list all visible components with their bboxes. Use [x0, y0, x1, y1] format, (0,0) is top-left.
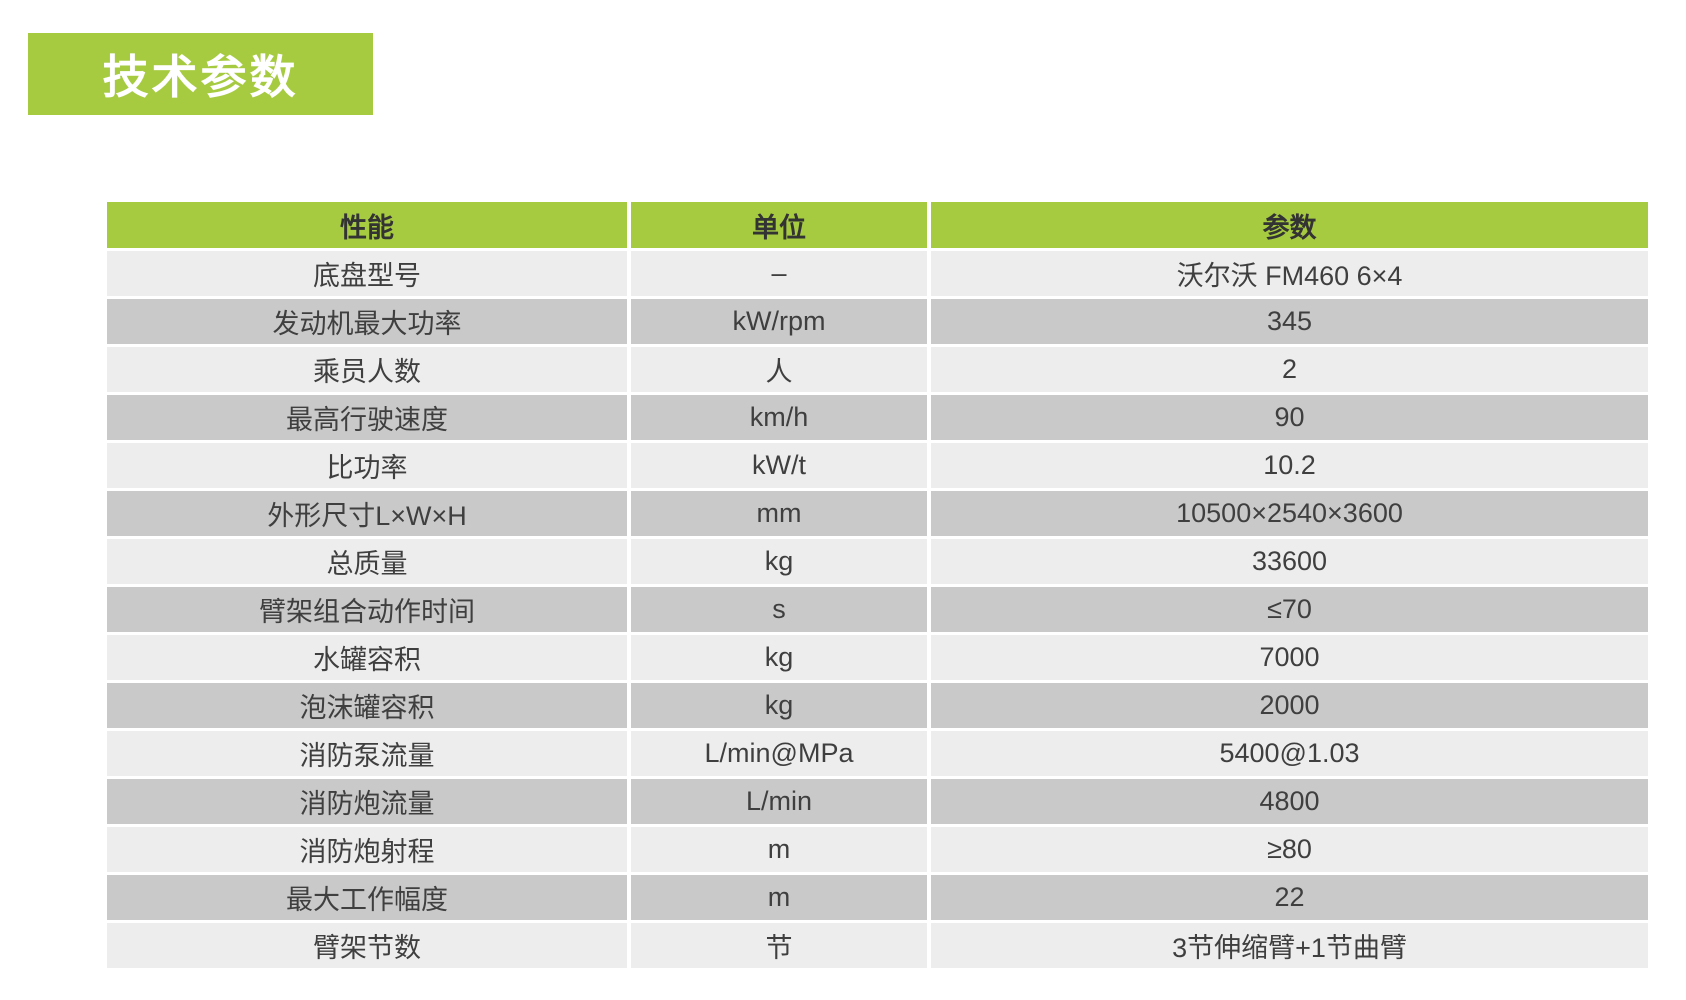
- unit-cell: 节: [631, 923, 927, 968]
- table-row: 消防炮流量 L/min 4800: [107, 779, 1648, 824]
- value-cell: 90: [931, 395, 1648, 440]
- performance-cell: 最大工作幅度: [107, 875, 627, 920]
- performance-cell: 水罐容积: [107, 635, 627, 680]
- table-row: 臂架组合动作时间 s ≤70: [107, 587, 1648, 632]
- unit-cell: m: [631, 827, 927, 872]
- unit-cell: kg: [631, 683, 927, 728]
- performance-cell: 外形尺寸L×W×H: [107, 491, 627, 536]
- page-title: 技术参数: [28, 33, 373, 115]
- performance-cell: 臂架组合动作时间: [107, 587, 627, 632]
- table-row: 外形尺寸L×W×H mm 10500×2540×3600: [107, 491, 1648, 536]
- value-cell: 5400@1.03: [931, 731, 1648, 776]
- unit-cell: –: [631, 251, 927, 296]
- table-row: 发动机最大功率 kW/rpm 345: [107, 299, 1648, 344]
- value-cell: 10.2: [931, 443, 1648, 488]
- value-cell: 345: [931, 299, 1648, 344]
- table-row: 最大工作幅度 m 22: [107, 875, 1648, 920]
- performance-cell: 乘员人数: [107, 347, 627, 392]
- page-title-label: 技术参数: [102, 51, 299, 103]
- performance-cell: 消防泵流量: [107, 731, 627, 776]
- value-cell: ≤70: [931, 587, 1648, 632]
- performance-cell: 总质量: [107, 539, 627, 584]
- value-cell: 10500×2540×3600: [931, 491, 1648, 536]
- performance-cell: 最高行驶速度: [107, 395, 627, 440]
- table-row: 比功率 kW/t 10.2: [107, 443, 1648, 488]
- unit-cell: mm: [631, 491, 927, 536]
- value-cell: 3节伸缩臂+1节曲臂: [931, 923, 1648, 968]
- column-header-unit: 单位: [631, 202, 927, 248]
- unit-cell: m: [631, 875, 927, 920]
- unit-cell: kg: [631, 635, 927, 680]
- table-row: 乘员人数人 2: [107, 347, 1648, 392]
- value-cell: ≥80: [931, 827, 1648, 872]
- unit-cell: s: [631, 587, 927, 632]
- spec-table: 性能 单位 参数 底盘型号 – 沃尔沃 FM460 6×4 发动机最大功率 kW/rpm…: [107, 202, 1648, 968]
- performance-cell: 消防炮射程: [107, 827, 627, 872]
- performance-cell: 消防炮流量: [107, 779, 627, 824]
- value-cell: 2: [931, 347, 1648, 392]
- table-row: 臂架节数节 3节伸缩臂+1节曲臂: [107, 923, 1648, 968]
- unit-cell: km/h: [631, 395, 927, 440]
- unit-cell: kW/rpm: [631, 299, 927, 344]
- unit-cell: kg: [631, 539, 927, 584]
- unit-cell: kW/t: [631, 443, 927, 488]
- value-cell: 7000: [931, 635, 1648, 680]
- column-header-parameter: 参数: [931, 202, 1648, 248]
- table-row: 总质量 kg 33600: [107, 539, 1648, 584]
- column-header-performance: 性能: [107, 202, 627, 248]
- value-cell: 4800: [931, 779, 1648, 824]
- table-header-row: 性能 单位 参数: [107, 202, 1648, 248]
- table-row: 最高行驶速度 km/h 90: [107, 395, 1648, 440]
- table-row: 泡沫罐容积 kg 2000: [107, 683, 1648, 728]
- performance-cell: 臂架节数: [107, 923, 627, 968]
- performance-cell: 比功率: [107, 443, 627, 488]
- value-cell: 沃尔沃 FM460 6×4: [931, 251, 1648, 296]
- performance-cell: 发动机最大功率: [107, 299, 627, 344]
- table-row: 水罐容积 kg 7000: [107, 635, 1648, 680]
- table-row: 底盘型号 – 沃尔沃 FM460 6×4: [107, 251, 1648, 296]
- performance-cell: 泡沫罐容积: [107, 683, 627, 728]
- unit-cell: 人: [631, 347, 927, 392]
- value-cell: 2000: [931, 683, 1648, 728]
- unit-cell: L/min: [631, 779, 927, 824]
- unit-cell: L/min@MPa: [631, 731, 927, 776]
- performance-cell: 底盘型号: [107, 251, 627, 296]
- table-row: 消防炮射程 m ≥80: [107, 827, 1648, 872]
- value-cell: 22: [931, 875, 1648, 920]
- table-row: 消防泵流量 L/min@MPa 5400@1.03: [107, 731, 1648, 776]
- value-cell: 33600: [931, 539, 1648, 584]
